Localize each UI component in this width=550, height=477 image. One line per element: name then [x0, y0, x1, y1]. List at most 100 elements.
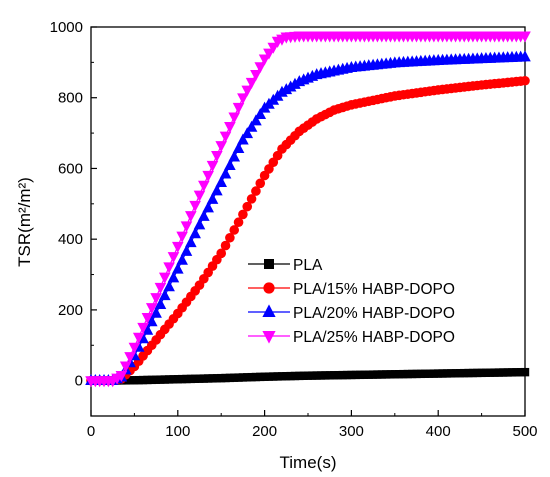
- data-point: [224, 122, 236, 134]
- data-point: [186, 374, 196, 384]
- x-tick-label: 300: [339, 423, 364, 440]
- data-point: [355, 370, 365, 380]
- data-point: [151, 375, 161, 384]
- data-point: [124, 352, 136, 364]
- data-point: [219, 167, 232, 179]
- data-point: [494, 368, 504, 377]
- data-point: [247, 372, 256, 382]
- legend-marker: [262, 331, 276, 344]
- data-point: [303, 371, 313, 380]
- y-axis-title: TSR(m²/m²): [15, 177, 34, 267]
- data-point: [237, 133, 249, 145]
- data-point: [282, 372, 291, 381]
- data-point: [115, 370, 128, 383]
- data-point: [137, 322, 149, 334]
- data-point: [520, 75, 530, 86]
- data-point: [134, 375, 143, 385]
- data-point: [241, 127, 254, 139]
- y-axis: 0 200 400 600 800 1000: [50, 19, 97, 390]
- legend-item: PLA/25% HABP-DOPO: [248, 329, 455, 346]
- data-point: [243, 373, 252, 382]
- data-point: [254, 108, 267, 120]
- data-point: [377, 370, 386, 379]
- data-point: [176, 253, 188, 265]
- data-point: [250, 70, 262, 82]
- data-point: [125, 376, 135, 385]
- data-point: [202, 170, 214, 182]
- data-point: [242, 201, 253, 212]
- y-tick-label: 400: [58, 231, 83, 248]
- data-point: [167, 252, 180, 264]
- data-point: [481, 368, 491, 377]
- data-point: [216, 248, 226, 259]
- data-point: [258, 54, 271, 66]
- data-point: [193, 218, 206, 230]
- data-point: [245, 77, 258, 89]
- data-point: [119, 361, 132, 373]
- data-point: [189, 200, 201, 212]
- data-point: [420, 369, 430, 378]
- data-point: [273, 372, 282, 381]
- data-point: [308, 371, 317, 380]
- data-point: [390, 370, 399, 379]
- y-tick-label: 800: [58, 90, 83, 107]
- data-point: [251, 186, 261, 196]
- data-point: [263, 48, 275, 60]
- data-point: [158, 289, 171, 301]
- data-point: [447, 369, 456, 378]
- data-point: [145, 303, 158, 315]
- data-point: [212, 374, 222, 383]
- legend-label: PLA: [293, 257, 323, 274]
- data-point: [312, 371, 321, 380]
- data-point: [229, 225, 240, 235]
- data-point: [203, 374, 213, 383]
- data-point: [230, 373, 239, 382]
- data-point: [158, 272, 171, 284]
- legend-label: PLA/25% HABP-DOPO: [293, 329, 455, 346]
- data-point: [412, 369, 421, 379]
- data-point: [180, 244, 193, 256]
- data-point: [154, 297, 167, 309]
- data-point: [403, 369, 413, 379]
- data-point: [150, 293, 162, 305]
- x-tick-label: 500: [512, 423, 537, 440]
- data-point: [438, 369, 447, 378]
- data-point: [176, 231, 188, 243]
- data-point: [173, 375, 182, 384]
- data-point: [141, 323, 154, 335]
- data-point: [150, 306, 162, 318]
- data-point: [486, 368, 495, 377]
- data-point: [251, 372, 261, 382]
- data-point: [234, 373, 243, 382]
- data-point: [154, 282, 167, 294]
- legend-marker: [264, 259, 274, 269]
- data-point: [264, 372, 274, 381]
- data-point: [138, 375, 148, 385]
- data-point: [132, 332, 145, 344]
- data-point: [141, 312, 154, 325]
- data-point: [364, 370, 373, 379]
- data-point: [211, 184, 223, 196]
- data-point: [147, 375, 156, 385]
- data-point: [299, 371, 308, 380]
- data-point: [451, 369, 460, 378]
- x-tick-label: 200: [252, 423, 277, 440]
- data-point: [460, 368, 469, 378]
- data-point: [290, 371, 300, 381]
- series-2: [85, 50, 531, 385]
- data-point: [368, 370, 378, 379]
- data-point: [217, 373, 226, 383]
- data-point: [164, 375, 174, 384]
- data-point: [329, 371, 339, 380]
- data-point: [206, 160, 219, 172]
- legend-item: PLA: [248, 257, 323, 274]
- data-point: [211, 151, 223, 163]
- data-point: [295, 371, 304, 381]
- data-point: [351, 370, 360, 380]
- data-point: [255, 178, 266, 189]
- data-point: [208, 374, 217, 383]
- y-tick-label: 600: [58, 160, 83, 177]
- data-point: [520, 367, 530, 377]
- x-tick-label: 400: [426, 423, 451, 440]
- data-point: [193, 190, 206, 202]
